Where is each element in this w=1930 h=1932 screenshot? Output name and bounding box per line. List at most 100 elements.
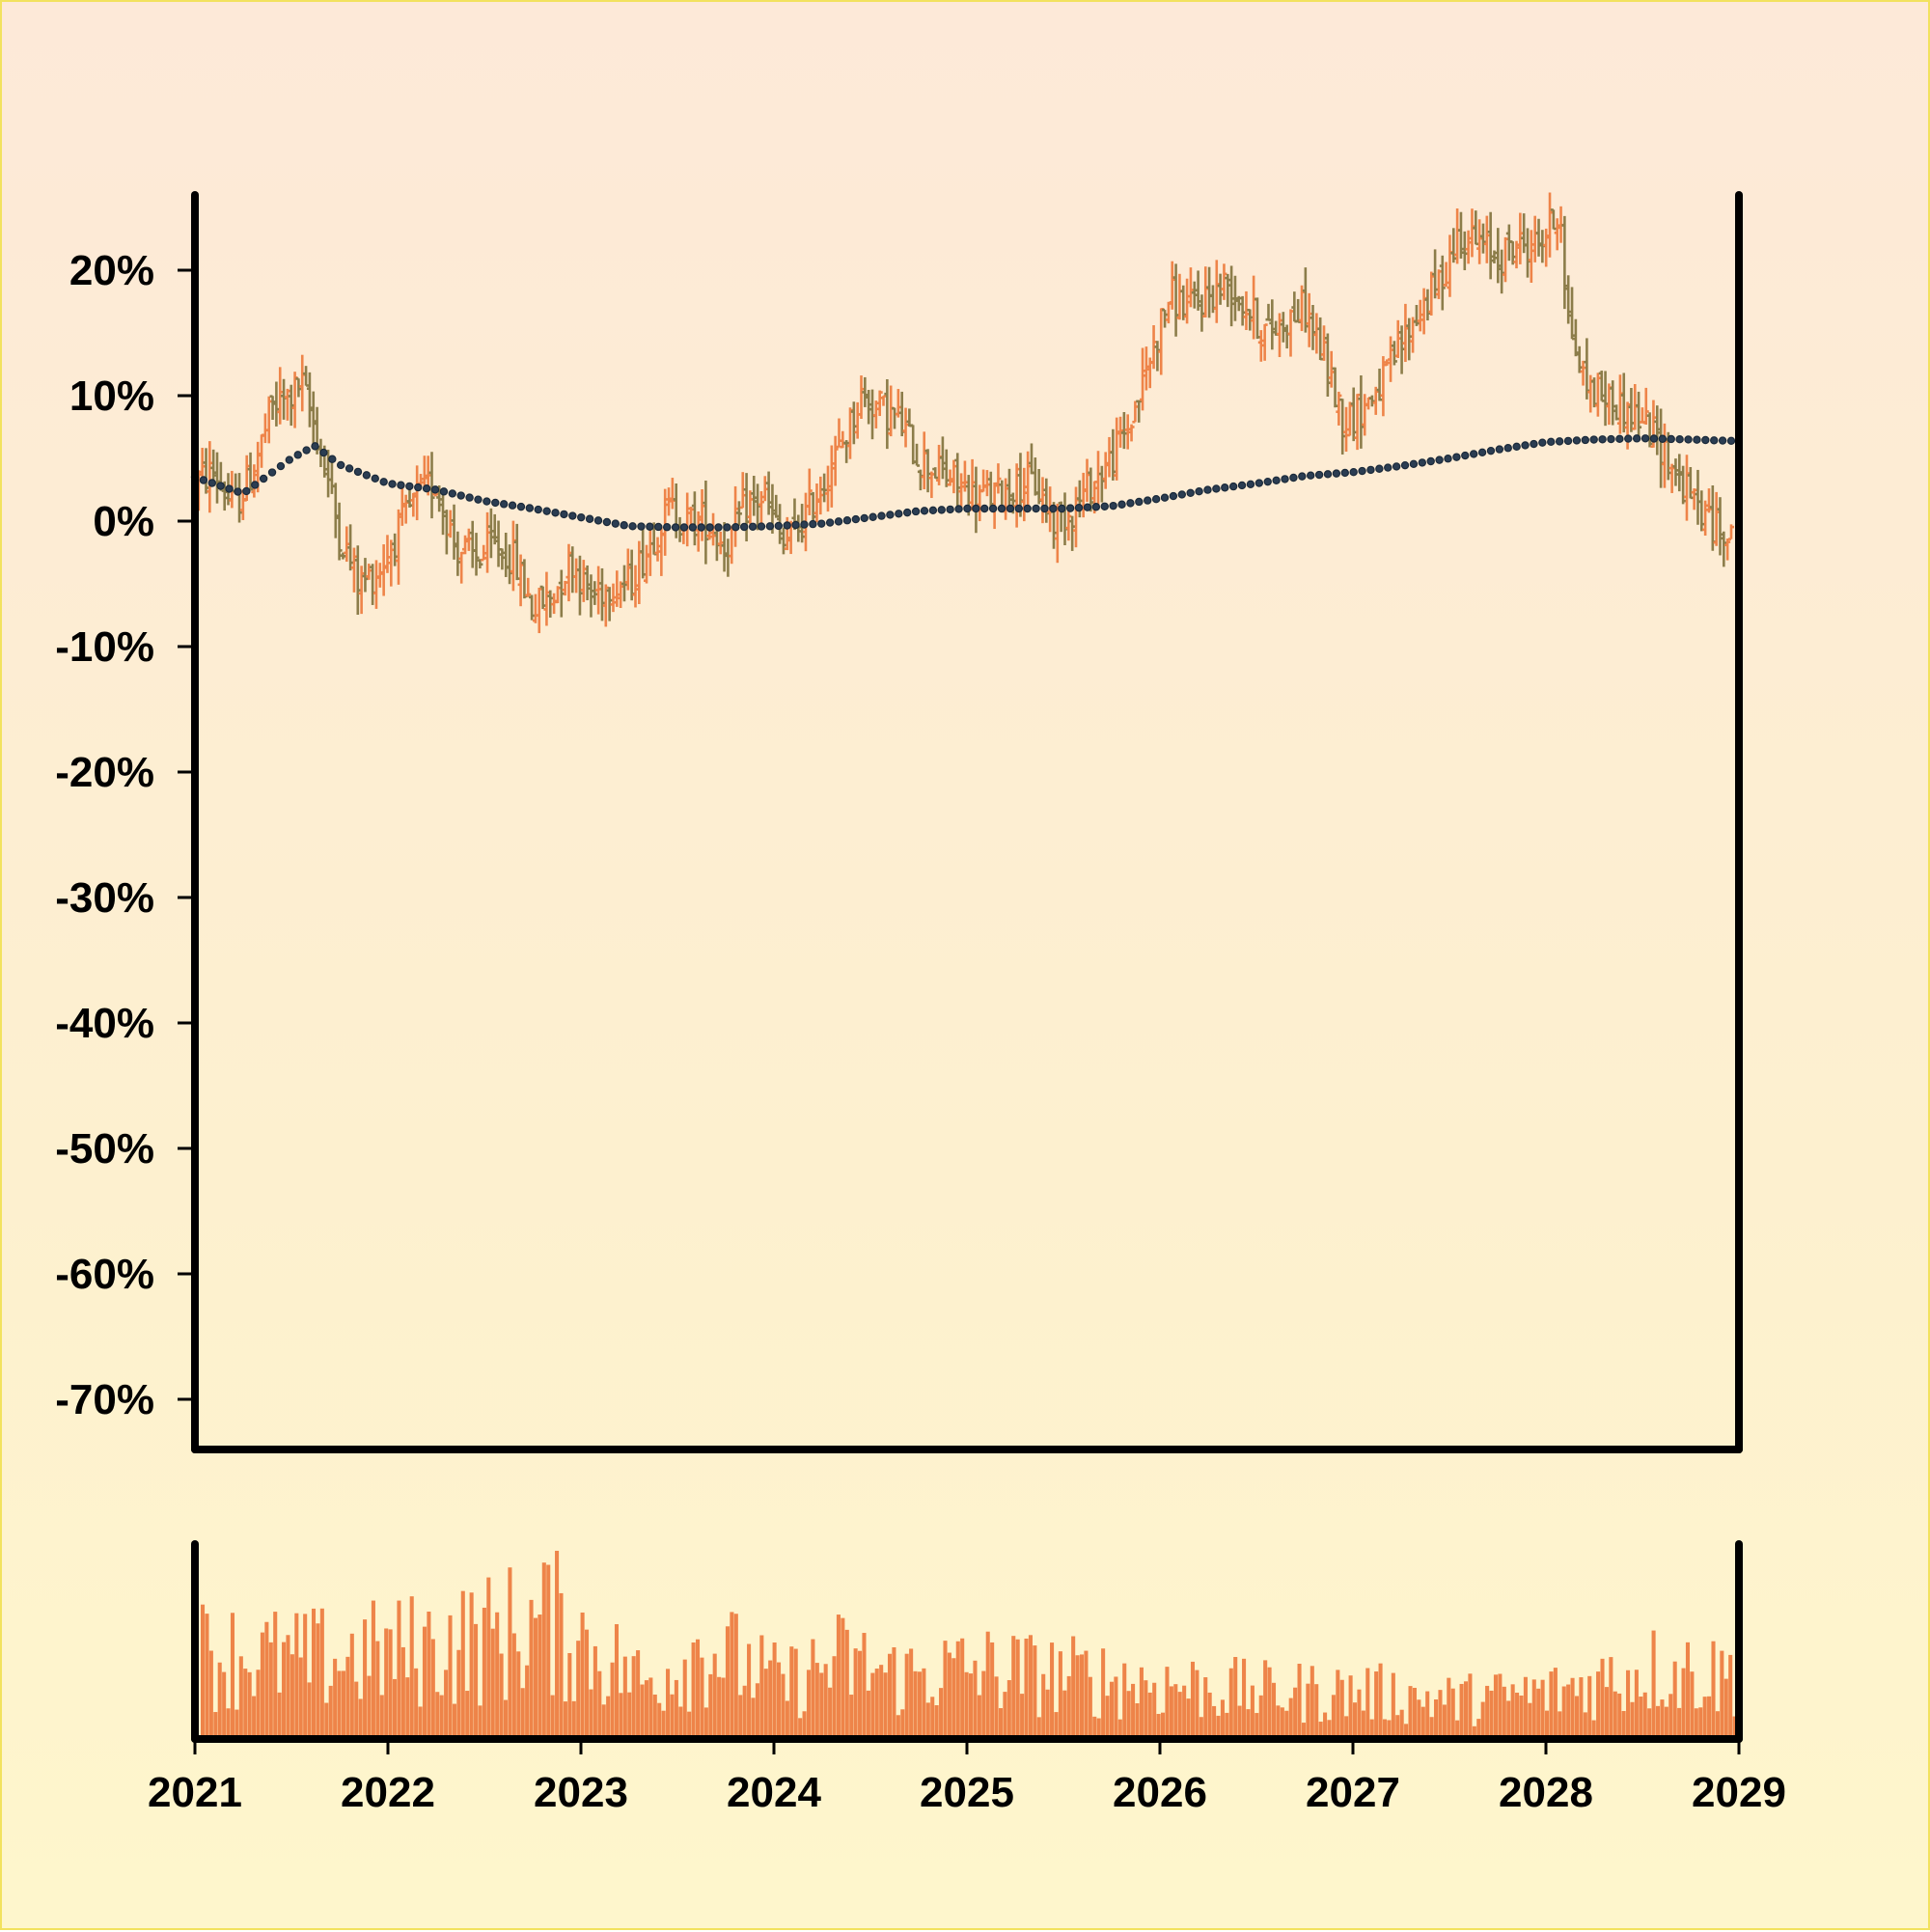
ohlc-bar (872, 400, 879, 428)
ohlc-bar (1702, 500, 1709, 537)
moving-average-dot (688, 523, 698, 532)
moving-average-dot (1726, 436, 1736, 445)
volume-bar (934, 1705, 939, 1739)
volume-bar (324, 1702, 329, 1739)
volume-bar (495, 1612, 500, 1739)
ohlc-bar (725, 538, 731, 577)
ohlc-bar (817, 476, 824, 515)
volume-bar (1434, 1698, 1439, 1739)
moving-average-dot (946, 505, 954, 514)
moving-average-dot (430, 485, 440, 494)
volume-bar (1353, 1702, 1358, 1739)
ohlc-bar (914, 443, 921, 467)
volume-bar (282, 1642, 287, 1739)
moving-average-dot (1632, 434, 1641, 443)
ohlc-bar (1221, 263, 1227, 300)
moving-average-dot (1298, 472, 1307, 481)
volume-bar (1297, 1664, 1302, 1739)
moving-average-dot (1658, 434, 1668, 443)
volume-bar (286, 1635, 290, 1739)
ohlc-bar (1687, 467, 1694, 500)
ohlc-bar (1717, 497, 1723, 556)
ohlc-bar (876, 390, 883, 417)
moving-average-dot (1538, 438, 1547, 447)
volume-bar (691, 1642, 696, 1739)
ohlc-bar (1162, 308, 1169, 328)
ohlc-bar (1098, 465, 1105, 503)
moving-average-dot (988, 504, 998, 513)
ohlc-bar (1476, 219, 1483, 264)
ohlc-bar (503, 532, 510, 577)
moving-average-dot (954, 505, 963, 513)
volume-bar (1084, 1650, 1089, 1739)
moving-average-dot (1563, 436, 1573, 446)
ohlc-bar (1346, 401, 1353, 437)
ohlc-bar (1039, 477, 1046, 524)
ohlc-bar (1435, 269, 1442, 299)
moving-average-dot (397, 481, 405, 489)
volume-bar (648, 1677, 653, 1739)
ohlc-bar (1006, 468, 1012, 511)
ohlc-bar (1402, 303, 1409, 363)
moving-average-dot (646, 522, 654, 531)
ohlc-bar (1509, 240, 1516, 265)
ohlc-bar (1299, 285, 1306, 332)
moving-average-dot (1426, 456, 1435, 466)
ohlc-bar (880, 395, 887, 406)
moving-average-dot (620, 521, 628, 530)
ohlc-bar (928, 471, 935, 499)
volume-bar (486, 1577, 491, 1739)
volume-bar (733, 1614, 738, 1739)
volume-bar (759, 1635, 764, 1739)
volume-bar (499, 1653, 504, 1739)
volume-bar (1212, 1705, 1217, 1739)
volume-bar (1190, 1661, 1196, 1739)
ohlc-bar (210, 449, 217, 483)
ohlc-bar (917, 469, 924, 491)
ohlc-bar (1461, 231, 1468, 271)
volume-bar (627, 1692, 632, 1739)
ohlc-bar (954, 453, 961, 507)
ohlc-bar (1310, 305, 1316, 350)
volume-bar (243, 1669, 248, 1739)
volume-bar (1024, 1638, 1029, 1739)
moving-average-dot (714, 523, 723, 532)
volume-bar (947, 1652, 951, 1739)
volume-bar (589, 1689, 593, 1739)
moving-average-dot (199, 476, 208, 484)
ohlc-bar (236, 473, 243, 523)
volume-bar (1028, 1635, 1033, 1739)
ohlc-bar (1199, 294, 1205, 332)
ohlc-bar (747, 490, 754, 525)
ohlc-bar (1239, 295, 1246, 326)
moving-average-dot (1144, 496, 1152, 505)
volume-bar (349, 1633, 354, 1739)
y-tick-label: -20% (55, 749, 154, 796)
ohlc-bar (1398, 325, 1405, 374)
volume-bar (1357, 1689, 1362, 1739)
ohlc-bar (987, 471, 994, 509)
x-tick-label: 2022 (341, 1769, 435, 1816)
moving-average-dot (1246, 480, 1255, 488)
volume-bar (593, 1645, 597, 1739)
volume-bar (1655, 1705, 1661, 1739)
volume-bar (571, 1700, 576, 1739)
moving-average-dot (1126, 499, 1135, 508)
volume-bar (1327, 1720, 1332, 1739)
volume-bar (844, 1629, 849, 1739)
ohlc-bar (1235, 295, 1242, 312)
volume-bar (828, 1687, 833, 1739)
ohlc-bar (1328, 350, 1335, 388)
ohlc-bar (484, 511, 491, 573)
ohlc-bar (1120, 412, 1127, 450)
ohlc-bar (1025, 451, 1032, 511)
ohlc-bar (1616, 374, 1623, 434)
volume-bar (303, 1614, 308, 1739)
ohlc-bar (473, 533, 480, 576)
ohlc-bar (1028, 443, 1034, 475)
ohlc-bar (455, 531, 461, 576)
volume-bar (1587, 1675, 1592, 1739)
volume-bar (307, 1682, 312, 1739)
volume-bar (1045, 1689, 1050, 1739)
volume-bar (311, 1608, 317, 1739)
